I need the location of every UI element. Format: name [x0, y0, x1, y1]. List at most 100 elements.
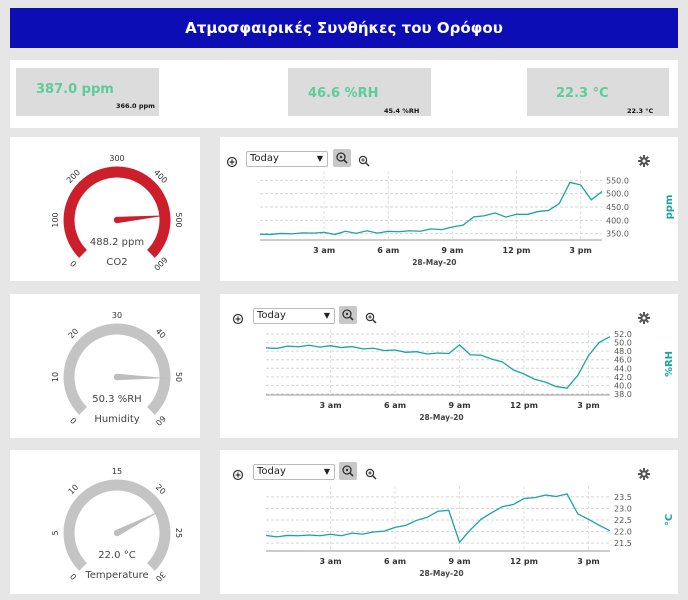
chevron-down-icon: ▼ [316, 154, 323, 163]
add-icon[interactable] [232, 466, 244, 481]
humidity-gauge-tick-label: 0 [69, 416, 79, 426]
temperature-gauge-card: 0 5 10 15 20 25 30 22.0 °C Temperature [10, 450, 200, 594]
humidity-chart-card: Today ▼ 38.0 40.0 42.0 44.0 46.0 48.0 50.0 52.0 3 … [220, 294, 678, 438]
range-select[interactable]: Today ▼ [253, 464, 335, 480]
humidity-chart: 38.040.042.044.046.048.050.052.0 3 am 6 am… [265, 330, 675, 422]
zoom-in-icon[interactable] [365, 309, 377, 324]
temperature-gauge-tick-label: 10 [67, 483, 81, 497]
zoom-icon [342, 465, 354, 477]
date-label: 28-May-20 [419, 569, 463, 578]
temperature-chart: 21.5 22.0 22.5 23.0 23.5 3 am 6 am 9 am 12 pm 3 p… [265, 486, 675, 578]
co2-gauge-card: 0 100 200 300 400 500 600 488.2 ppm CO2 [10, 137, 200, 281]
stats-row: 387.0 ppm 366.0 ppm 46.6 %RH 45.4 %RH 22… [10, 60, 678, 128]
x-tick-label: 9 am [448, 401, 470, 410]
range-select[interactable]: Today ▼ [253, 308, 335, 324]
co2-gauge-arc [63, 166, 171, 258]
gear-icon[interactable] [638, 152, 650, 167]
y-tick-label: 50.0 [614, 339, 632, 348]
co2-gauge-label: CO2 [106, 257, 127, 268]
humidity-current-value: 46.6 %RH [308, 86, 379, 101]
temperature-gauge-label: Temperature [84, 570, 148, 581]
co2-gauge-tick-label: 300 [109, 154, 124, 163]
y-tick-label: 400.0 [606, 216, 629, 225]
temperature-stat: 22.3 °C 22.3 °C [527, 68, 669, 116]
x-tick-label: 3 am [319, 401, 341, 410]
humidity-gauge-tick-label: 10 [51, 372, 60, 382]
y-tick-label: 22.0 [614, 528, 632, 537]
x-tick-label: 3 pm [577, 401, 599, 410]
humidity-gauge-value: 50.3 %RH [92, 394, 141, 405]
chevron-down-icon: ▼ [323, 467, 330, 476]
x-tick-label: 3 am [319, 557, 341, 566]
add-icon[interactable] [232, 310, 244, 325]
y-tick-label: 38.0 [614, 390, 632, 399]
humidity-gauge-arc [63, 323, 171, 415]
co2-gauge-value: 488.2 ppm [90, 237, 144, 248]
humidity-stat: 46.6 %RH 45.4 %RH [288, 68, 431, 116]
y-tick-label: 46.0 [614, 356, 632, 365]
y-tick-label: 350.0 [606, 230, 629, 239]
temperature-gauge-tick-label: 0 [69, 572, 79, 582]
temperature-gauge-tick-label: 30 [154, 570, 168, 584]
zoom-reset-button[interactable] [339, 462, 357, 480]
range-select-value: Today [257, 310, 286, 321]
temperature-current-value: 22.3 °C [556, 86, 609, 101]
temperature-gauge-tick-label: 5 [51, 530, 60, 535]
unit-label: ppm [664, 195, 675, 220]
x-tick-label: 6 am [384, 557, 406, 566]
humidity-gauge-tick-label: 30 [112, 311, 122, 320]
x-tick-label: 3 am [313, 246, 335, 255]
x-tick-label: 3 pm [577, 557, 599, 566]
co2-previous-value: 366.0 ppm [116, 102, 155, 110]
series-line [265, 336, 611, 389]
y-tick-label: 23.0 [614, 504, 632, 513]
y-tick-label: 22.5 [614, 516, 632, 525]
temperature-gauge: 0 5 10 15 20 25 30 22.0 °C Temperature [51, 467, 183, 584]
co2-gauge-tick-label: 0 [69, 259, 79, 269]
x-tick-label: 12 pm [503, 246, 531, 255]
series-line [259, 181, 603, 236]
chevron-down-icon: ▼ [323, 311, 330, 320]
y-tick-label: 550.0 [606, 176, 629, 185]
temperature-gauge-needle [115, 510, 162, 536]
humidity-gauge-needle [116, 373, 167, 381]
co2-current-value: 387.0 ppm [36, 82, 114, 97]
humidity-gauge-tick-label: 50 [174, 372, 183, 382]
humidity-gauge-tick-label: 20 [67, 327, 81, 341]
temperature-gauge-tick-label: 15 [112, 467, 122, 476]
temperature-gauge-tick-label: 20 [154, 483, 168, 497]
add-icon[interactable] [226, 153, 238, 168]
humidity-gauge-tick-label: 40 [154, 327, 168, 341]
temperature-gauge-value: 22.0 °C [98, 550, 135, 561]
x-tick-label: 9 am [448, 557, 470, 566]
y-tick-label: 52.0 [614, 330, 632, 339]
zoom-in-icon[interactable] [358, 152, 370, 167]
humidity-gauge: 0 10 20 30 40 50 60 50.3 %RH Humidity [51, 311, 183, 427]
x-tick-label: 3 pm [569, 246, 591, 255]
zoom-icon [342, 309, 354, 321]
date-label: 28-May-20 [412, 258, 456, 267]
co2-chart-card: Today ▼ 350.0 400.0 450.0 500.0 550.0 3 am 6 am 9… [220, 137, 678, 281]
gear-icon[interactable] [638, 465, 650, 480]
x-tick-label: 12 pm [510, 557, 538, 566]
page-header: Ατμοσφαιρικές Συνθήκες του Ορόφου [10, 8, 678, 48]
gear-icon[interactable] [638, 309, 650, 324]
y-tick-label: 44.0 [614, 364, 632, 373]
co2-gauge-needle [116, 215, 167, 224]
range-select[interactable]: Today ▼ [246, 151, 328, 167]
x-tick-label: 6 am [384, 401, 406, 410]
range-select-value: Today [250, 153, 279, 164]
x-tick-label: 9 am [441, 246, 463, 255]
co2-gauge-tick-label: 500 [174, 212, 183, 227]
zoom-reset-button[interactable] [339, 306, 357, 324]
zoom-icon [336, 152, 348, 164]
y-tick-label: 500.0 [606, 190, 629, 199]
humidity-gauge-label: Humidity [94, 414, 139, 425]
y-tick-label: 21.5 [614, 539, 632, 548]
zoom-reset-button[interactable] [333, 149, 351, 167]
x-tick-label: 6 am [377, 246, 399, 255]
zoom-in-icon[interactable] [365, 465, 377, 480]
temperature-previous-value: 22.3 °C [627, 107, 654, 115]
unit-label: °C [664, 514, 675, 526]
